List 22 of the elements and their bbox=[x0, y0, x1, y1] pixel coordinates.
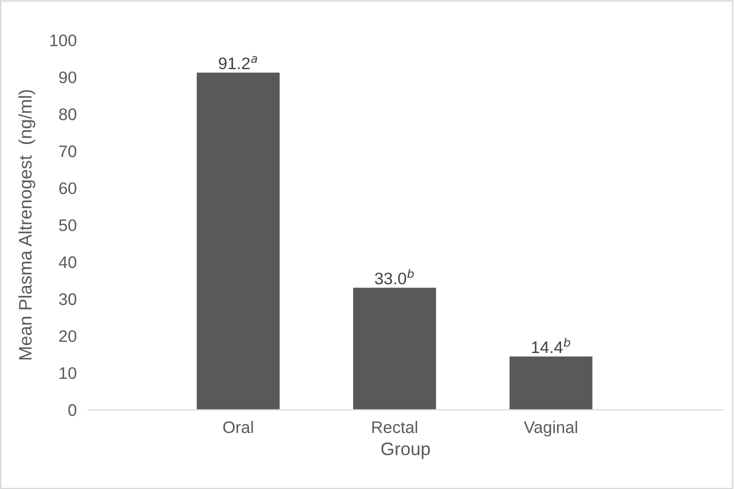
y-tick-label: 90 bbox=[59, 71, 76, 84]
y-tick-label: 20 bbox=[59, 330, 76, 342]
data-label: 91.2$^{a}$ bbox=[218, 56, 258, 70]
data-label: 14.4$^{b}$ bbox=[532, 338, 570, 353]
x-tick-label: Rectal bbox=[372, 420, 418, 434]
x-tick-label: Vaginal bbox=[524, 420, 578, 436]
bar bbox=[196, 72, 280, 410]
y-tick-label: 100 bbox=[50, 34, 76, 46]
y-axis-title: Mean Plasma Altrenogest (ng/ml) bbox=[18, 90, 36, 360]
bar bbox=[510, 356, 592, 410]
y-tick-label: 80 bbox=[59, 108, 76, 120]
y-tick-label: 40 bbox=[58, 256, 76, 268]
y-tick-label: 10 bbox=[60, 367, 76, 380]
y-tick-label: 50 bbox=[59, 219, 76, 232]
x-tick-label: Oral bbox=[223, 420, 253, 434]
y-tick-label: 0 bbox=[68, 404, 76, 416]
y-tick-label: 70 bbox=[59, 145, 76, 158]
y-tick-label: 60 bbox=[59, 182, 76, 194]
data-label: 33.0$^{b}$ bbox=[374, 268, 414, 284]
x-axis-title: Group bbox=[381, 442, 430, 459]
y-tick-label: 30 bbox=[59, 293, 76, 306]
bar bbox=[353, 288, 436, 410]
